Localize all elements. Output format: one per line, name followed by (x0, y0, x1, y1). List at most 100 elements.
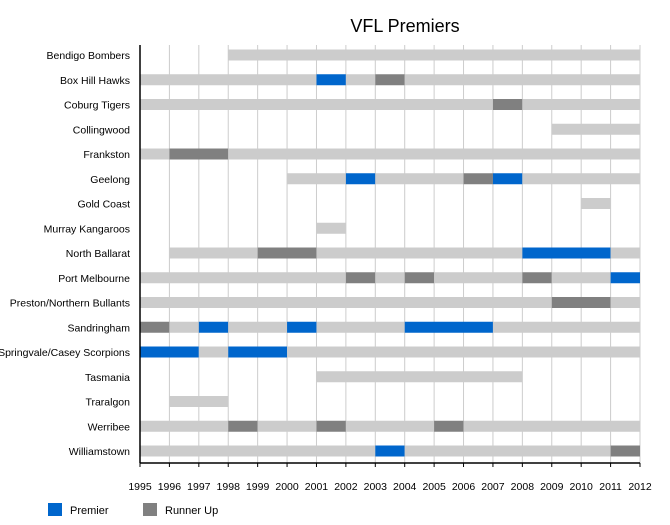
team-labels: Bendigo Bombers Box Hill Hawks Coburg Tige… (0, 50, 130, 458)
x-tick-label: 2001 (305, 481, 329, 493)
x-tick-label: 2006 (452, 481, 476, 493)
x-tick-label: 2008 (511, 481, 535, 493)
x-tick-label: 2009 (540, 481, 564, 493)
legend-label-premier: Premier (70, 505, 109, 517)
bar-participant-2007-2012 (492, 321, 640, 333)
x-tick-label: 1995 (128, 481, 152, 493)
bar-participant-2001-2008 (316, 247, 523, 259)
bar-runner-2004-2005 (404, 272, 435, 284)
bar-runner-1999-2001 (257, 247, 317, 259)
bar-premier-2007-2008 (492, 173, 523, 185)
team-label: Port Melbourne (58, 273, 130, 285)
bar-premier-2008-2011 (522, 247, 611, 259)
bar-runner-1998-1999 (228, 420, 258, 432)
x-tick-label: 1997 (187, 481, 211, 493)
team-label: Tasmania (85, 372, 130, 384)
bar-participant-1995-2003 (140, 445, 376, 457)
bar-runner-1996-1998 (169, 148, 229, 160)
bar-participant-2003-2006 (375, 173, 464, 185)
team-label: Traralgon (85, 397, 130, 409)
bar-participant-1997-1998 (198, 346, 229, 358)
bar-participant-1998-2000 (228, 321, 288, 333)
team-label: Geelong (90, 174, 130, 186)
bar-runner-1995-1996 (140, 321, 170, 333)
bar-participant-1995-2002 (140, 272, 346, 284)
x-tick-label: 2012 (628, 481, 652, 493)
team-label: Collingwood (73, 124, 130, 136)
team-label: Box Hill Hawks (60, 75, 130, 87)
bar-runner-2005-2006 (434, 420, 464, 432)
legend-swatch-runner-up (143, 503, 157, 516)
bar-participant-2000-2012 (287, 346, 640, 358)
bar-participant-2011-2012 (610, 247, 640, 259)
bar-participant-1998-2012 (228, 148, 640, 160)
bar-participant-1995-2001 (140, 74, 317, 86)
bar-participant-2000-2002 (287, 173, 346, 185)
bar-participant-2008-2012 (522, 99, 640, 110)
bar-runner-2009-2011 (551, 297, 611, 308)
team-label: Werribee (88, 421, 131, 433)
bar-participant-1998-2012 (228, 49, 640, 61)
bar-participant-2004-2012 (404, 74, 640, 86)
team-label: Williamstown (69, 446, 130, 458)
x-tick-label: 1996 (158, 481, 182, 493)
x-axis: 1995 1996 1997 1998 1999 2000 2001 2002 2003 2004… (128, 45, 652, 493)
x-tick-label: 2007 (481, 481, 505, 493)
bar-premier-2000-2001 (287, 321, 317, 333)
bars (140, 49, 640, 457)
team-label: Sandringham (68, 322, 131, 334)
bar-premier-1998-2000 (228, 346, 288, 358)
chart-title: VFL Premiers (350, 16, 459, 36)
bar-premier-1997-1998 (198, 321, 229, 333)
legend-swatch-premier (48, 503, 62, 516)
bar-premier-2001-2002 (316, 74, 346, 86)
bar-participant-2002-2003 (345, 74, 376, 86)
bar-runner-2002-2003 (345, 272, 376, 284)
x-tick-label: 1998 (217, 481, 241, 493)
bar-participant-2008-2012 (522, 173, 640, 185)
bar-participant-1995-1998 (140, 420, 229, 432)
x-tick-label: 2011 (599, 481, 622, 493)
x-tick-label: 2004 (393, 481, 417, 493)
bar-participant-1996-1999 (169, 247, 258, 259)
bar-participant-1999-2001 (257, 420, 317, 432)
team-label: Preston/Northern Bullants (10, 298, 130, 310)
x-tick-label: 2000 (275, 481, 299, 493)
x-tick-label: 2010 (569, 481, 593, 493)
team-label: North Ballarat (66, 248, 130, 260)
legend: Premier Runner Up (48, 503, 218, 517)
bar-runner-2003-2004 (375, 74, 405, 86)
bar-participant-2004-2011 (404, 445, 611, 457)
bar-participant-2011-2012 (610, 297, 640, 308)
bar-premier-2002-2003 (345, 173, 376, 185)
bar-runner-2006-2007 (463, 173, 493, 185)
x-tick-label: 1999 (246, 481, 270, 493)
team-label: Frankston (83, 149, 130, 161)
x-tick-label: 2005 (422, 481, 446, 493)
bar-participant-1996-1998 (169, 396, 229, 407)
bar-runner-2001-2002 (316, 420, 346, 432)
bar-participant-2006-2012 (463, 420, 640, 432)
bar-participant-2005-2008 (434, 272, 523, 284)
bar-participant-2001-2004 (316, 321, 405, 333)
bar-premier-2011-2012 (610, 272, 640, 284)
team-label: Coburg Tigers (64, 100, 130, 112)
x-tick-label: 2003 (364, 481, 388, 493)
legend-label-runner-up: Runner Up (165, 505, 218, 517)
bar-participant-1995-2007 (140, 99, 493, 110)
bar-runner-2011-2012 (610, 445, 640, 457)
bar-premier-2003-2004 (375, 445, 405, 457)
bar-participant-2002-2005 (345, 420, 435, 432)
bar-runner-2008-2009 (522, 272, 552, 284)
team-label: Bendigo Bombers (47, 50, 130, 62)
bar-participant-1995-2009 (140, 297, 552, 308)
team-label: Murray Kangaroos (44, 223, 130, 235)
bar-participant-2009-2011 (551, 272, 611, 284)
bar-participant-1996-1997 (169, 321, 199, 333)
x-tick-label: 2002 (334, 481, 358, 493)
bar-premier-2004-2007 (404, 321, 493, 333)
team-label: Gold Coast (77, 199, 130, 211)
bar-participant-2003-2004 (375, 272, 405, 284)
bar-participant-2010-2011 (581, 198, 611, 209)
